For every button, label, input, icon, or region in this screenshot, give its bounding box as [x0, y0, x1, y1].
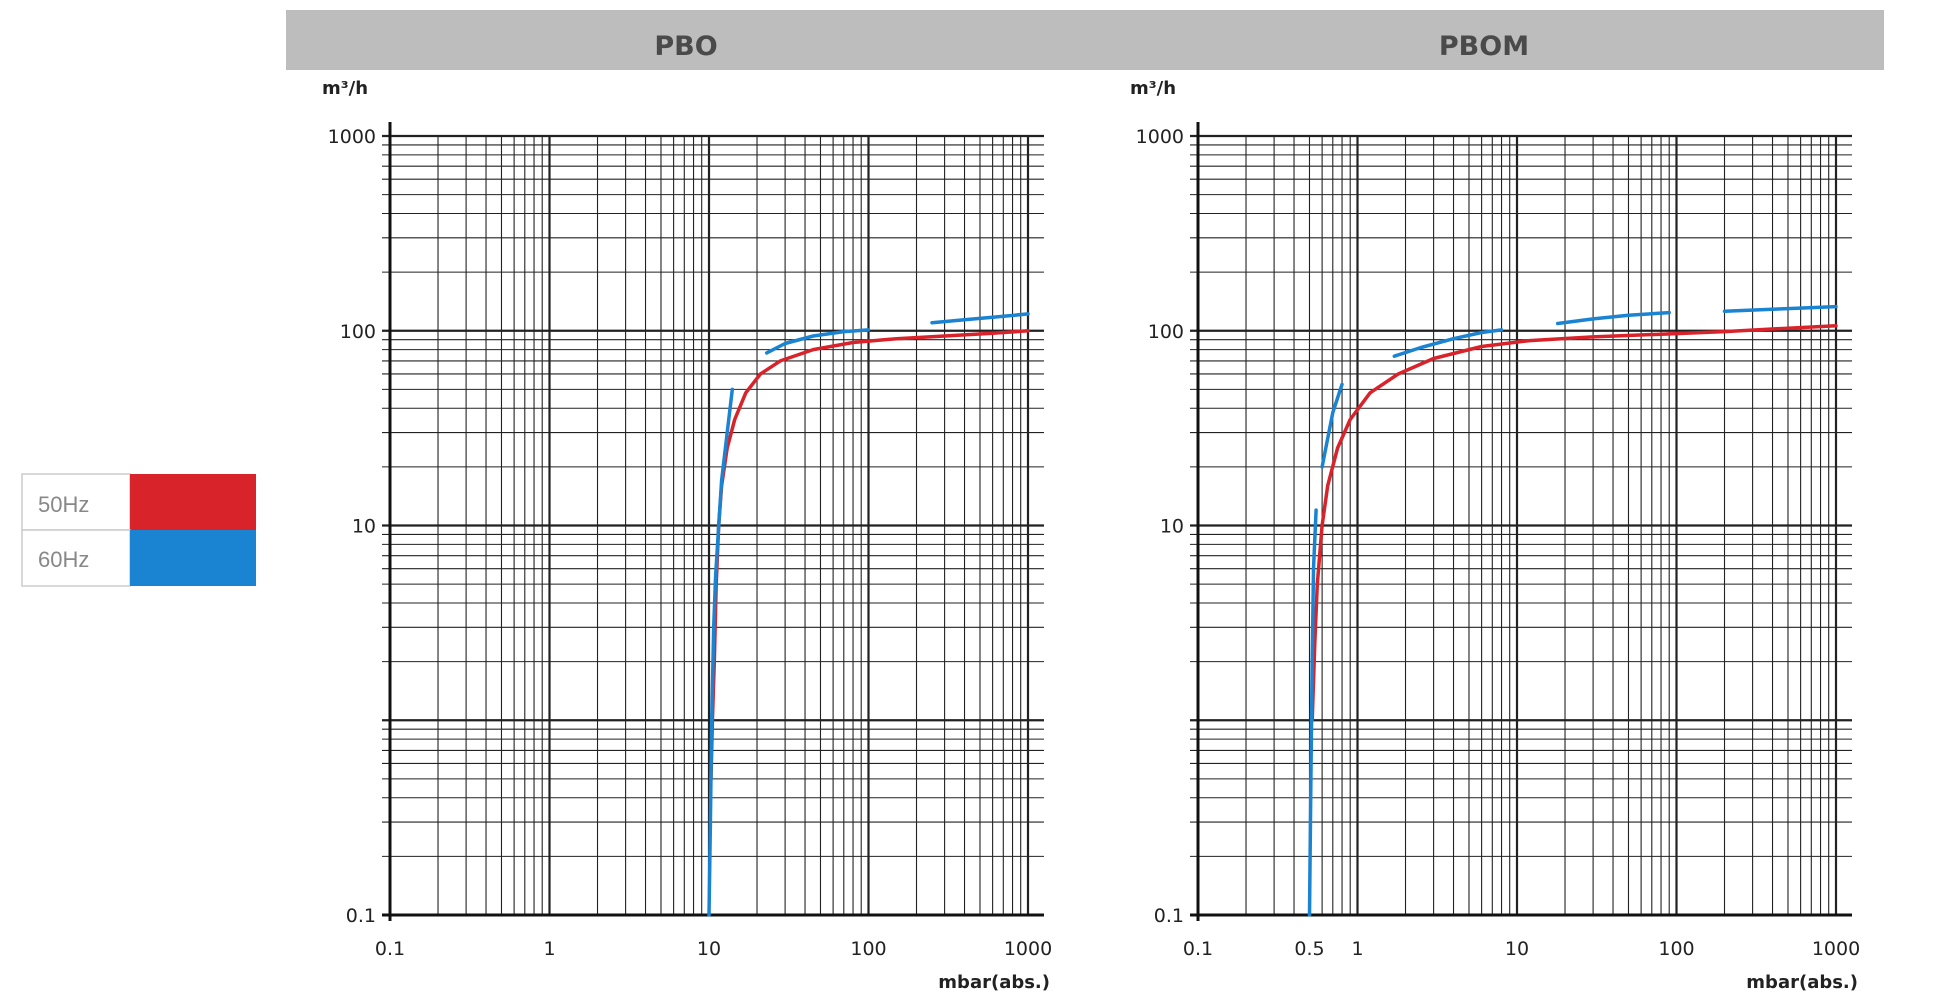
legend-box-60hz	[21, 529, 131, 587]
legend-swatch-50hz	[130, 474, 256, 530]
series-line-60hz-0	[1307, 508, 1318, 917]
series-line-50hz-0	[1310, 324, 1838, 723]
series-line-60hz-1	[1320, 382, 1344, 469]
chart-pbom-y-axis-label: m³/h	[1130, 78, 1176, 99]
chart-pbo-series	[707, 312, 1030, 917]
series-line-60hz-2	[930, 312, 1030, 325]
y-tick-label: 10	[1160, 516, 1184, 538]
series-line-60hz-3	[1555, 310, 1671, 326]
series-line-60hz-4	[1722, 304, 1838, 313]
x-tick-label: 100	[850, 938, 886, 960]
chart-pbom: 0.1 0.5 1 10 100 1000 0.1 10 100 1000 m³/h mbar(a…	[1130, 78, 1860, 993]
y-tick-label: 1000	[1136, 126, 1184, 148]
legend: 50Hz 60Hz	[21, 473, 256, 587]
series-line-60hz-1	[764, 328, 871, 355]
y-tick-label: 100	[340, 321, 376, 343]
chart-pbo-ticks: 0.1 1 10 100 1000 0.1 10 100 1000	[328, 126, 1053, 960]
chart-pbo-y-axis-label: m³/h	[322, 78, 368, 99]
x-tick-label: 1	[1351, 938, 1363, 960]
x-tick-label: 1000	[1004, 938, 1052, 960]
chart-pbo-x-axis-label: mbar(abs.)	[938, 972, 1050, 993]
chart-title-pbom: PBOM	[1439, 31, 1529, 62]
chart-pbom-ticks: 0.1 0.5 1 10 100 1000 0.1 10 100 1000	[1136, 126, 1861, 960]
x-tick-label: 10	[697, 938, 721, 960]
series-line-60hz-0	[707, 387, 735, 917]
x-tick-label: 10	[1505, 938, 1529, 960]
chart-pbom-series	[1307, 304, 1838, 917]
x-tick-label: 100	[1658, 938, 1694, 960]
legend-swatch-60hz	[130, 530, 256, 586]
chart-pbo-grid	[382, 122, 1044, 921]
chart-pbom-grid	[1190, 122, 1852, 921]
y-tick-label: 0.1	[1154, 905, 1184, 927]
chart-pbo: 0.1 1 10 100 1000 0.1 10 100 1000 m³/h mbar(abs.…	[322, 78, 1052, 993]
legend-label-60hz: 60Hz	[38, 547, 89, 572]
series-line-60hz-2	[1392, 328, 1504, 358]
y-tick-label: 1000	[328, 126, 376, 148]
legend-label-50hz: 50Hz	[38, 492, 89, 517]
header-band	[286, 10, 1884, 70]
y-tick-label: 10	[352, 516, 376, 538]
x-tick-label: 1000	[1812, 938, 1860, 960]
x-tick-label: 0.1	[375, 938, 405, 960]
x-tick-label: 1	[543, 938, 555, 960]
x-tick-label: 0.5	[1294, 938, 1324, 960]
y-tick-label: 0.1	[346, 905, 376, 927]
x-tick-label: 0.1	[1183, 938, 1213, 960]
legend-box-50hz	[21, 473, 131, 531]
chart-title-pbo: PBO	[654, 31, 717, 62]
y-tick-label: 100	[1148, 321, 1184, 343]
chart-pbom-x-axis-label: mbar(abs.)	[1746, 972, 1858, 993]
